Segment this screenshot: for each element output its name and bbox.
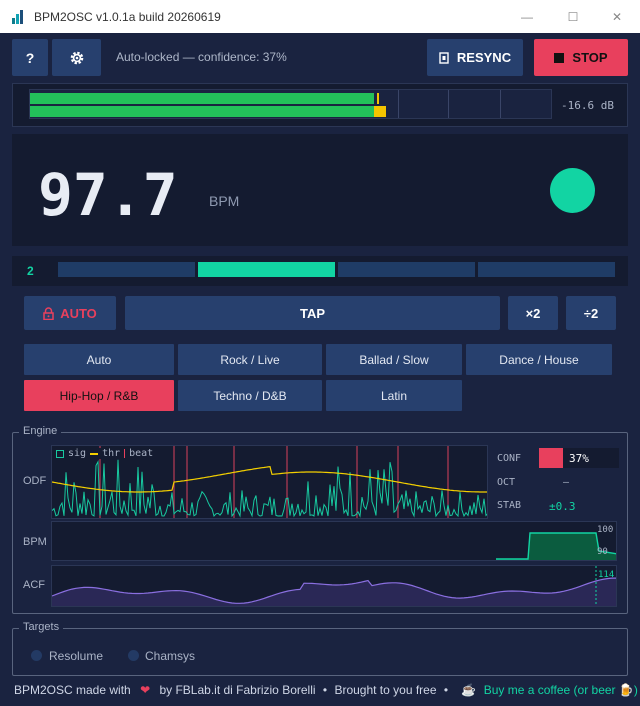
help-button[interactable]: ? bbox=[12, 39, 48, 76]
odf-plot: sig thr beat bbox=[51, 445, 488, 519]
stop-label: STOP bbox=[572, 50, 608, 65]
bpm-history-plot: 100 90 bbox=[51, 521, 617, 561]
half-label: ÷2 bbox=[583, 305, 599, 321]
app-icon bbox=[12, 9, 23, 24]
footer-separator-1: • bbox=[322, 683, 328, 697]
oct-value: — bbox=[563, 477, 570, 488]
sig-swatch bbox=[56, 449, 64, 458]
beat-segment-1 bbox=[58, 262, 195, 277]
level-meter-panel: -16.6 dB bbox=[12, 83, 628, 127]
window-title: BPM2OSC v1.0.1a build 20260619 bbox=[34, 9, 221, 24]
beat-position-bar: 2 bbox=[12, 256, 628, 286]
acf-label: ACF bbox=[23, 579, 45, 591]
target-chamsys-label[interactable]: Chamsys bbox=[145, 649, 196, 663]
title-bar: BPM2OSC v1.0.1a build 20260619 — ☐ ✕ bbox=[0, 0, 640, 33]
resync-button[interactable]: RESYNC bbox=[427, 39, 523, 76]
acf-graph bbox=[52, 566, 616, 606]
genre-dance-house[interactable]: Dance / House bbox=[466, 344, 612, 375]
engine-panel: Engine ODF sig thr beat CONF 37% OCT — S… bbox=[12, 425, 628, 614]
acf-plot: 114 bbox=[51, 565, 617, 607]
tap-button[interactable]: TAP bbox=[125, 296, 500, 330]
footer-by[interactable]: by FBLab.it di Fabrizio Borelli bbox=[159, 683, 316, 697]
auto-label: AUTO bbox=[60, 305, 97, 321]
beat-indicator bbox=[550, 168, 595, 213]
bpm-axis-top: 100 bbox=[597, 525, 614, 535]
targets-title: Targets bbox=[19, 621, 64, 633]
peak-marker bbox=[377, 93, 379, 104]
auto-lock-button[interactable]: AUTO bbox=[24, 296, 116, 330]
bpm-row-label: BPM bbox=[23, 536, 47, 548]
targets-panel: Targets Resolume Chamsys bbox=[12, 621, 628, 676]
tap-label: TAP bbox=[299, 305, 326, 321]
stab-label: STAB bbox=[497, 500, 522, 511]
bpm-unit: BPM bbox=[209, 193, 240, 209]
genre-rock-live[interactable]: Rock / Live bbox=[178, 344, 322, 375]
conf-fill bbox=[539, 448, 563, 468]
close-button[interactable]: ✕ bbox=[611, 9, 623, 24]
beat-swatch bbox=[124, 449, 126, 458]
beat-segment-4 bbox=[478, 262, 615, 277]
footer-brought: Brought to you free bbox=[334, 683, 437, 697]
footer-separator-2: • bbox=[443, 683, 449, 697]
bpm-display: 97.7 BPM bbox=[12, 134, 628, 246]
genre-auto[interactable]: Auto bbox=[24, 344, 174, 375]
genre-hiphop-rnb[interactable]: Hip-Hop / R&B bbox=[24, 380, 174, 411]
buy-coffee-link[interactable]: Buy me a coffee (or beer 🍺) bbox=[483, 683, 638, 697]
status-text: Auto-locked — confidence: 37% bbox=[116, 50, 287, 64]
oct-label: OCT bbox=[497, 477, 516, 488]
genre-techno-dnb[interactable]: Techno / D&B bbox=[178, 380, 322, 411]
level-bar-top bbox=[30, 93, 374, 104]
legend-beat: beat bbox=[129, 448, 154, 459]
beat-number: 2 bbox=[27, 264, 34, 278]
target-resolume-radio[interactable] bbox=[31, 650, 42, 661]
peak-indicator bbox=[374, 106, 386, 117]
stab-value: ±0.3 bbox=[549, 500, 576, 513]
beat-segment-3 bbox=[338, 262, 475, 277]
lock-icon bbox=[43, 306, 54, 320]
help-label: ? bbox=[25, 49, 35, 66]
double-label: ×2 bbox=[525, 305, 541, 321]
double-tempo-button[interactable]: ×2 bbox=[508, 296, 558, 330]
genre-latin[interactable]: Latin bbox=[326, 380, 462, 411]
footer-made-with: BPM2OSC made with bbox=[14, 683, 131, 697]
beat-segment-2 bbox=[198, 262, 335, 277]
bpm-history-graph bbox=[496, 532, 616, 560]
stop-icon bbox=[554, 52, 565, 63]
toolbar: ? Auto-locked — confidence: 37% RESYNC S… bbox=[12, 39, 628, 77]
maximize-button[interactable]: ☐ bbox=[567, 9, 579, 24]
resync-label: RESYNC bbox=[456, 50, 512, 65]
odf-graph bbox=[52, 446, 487, 518]
odf-label: ODF bbox=[23, 475, 47, 487]
bpm-axis-bottom: 90 bbox=[597, 547, 608, 557]
settings-button[interactable] bbox=[52, 39, 101, 76]
sync-icon bbox=[439, 51, 449, 64]
stop-button[interactable]: STOP bbox=[534, 39, 628, 76]
thr-swatch bbox=[90, 452, 99, 455]
level-meter bbox=[29, 89, 552, 119]
conf-value: 37% bbox=[569, 452, 589, 465]
odf-legend: sig thr beat bbox=[56, 448, 154, 459]
conf-label: CONF bbox=[497, 453, 522, 464]
legend-sig: sig bbox=[68, 448, 87, 459]
coffee-icon: ☕ bbox=[461, 683, 477, 697]
minimize-button[interactable]: — bbox=[521, 9, 533, 24]
heart-icon: ❤ bbox=[140, 683, 151, 697]
target-chamsys-radio[interactable] bbox=[128, 650, 139, 661]
conf-meter: 37% bbox=[539, 448, 619, 468]
bpm-value: 97.7 bbox=[38, 161, 178, 229]
gear-icon bbox=[70, 51, 83, 64]
target-resolume-label[interactable]: Resolume bbox=[49, 649, 104, 663]
half-tempo-button[interactable]: ÷2 bbox=[566, 296, 616, 330]
engine-title: Engine bbox=[19, 425, 62, 437]
level-db-readout: -16.6 dB bbox=[561, 99, 614, 112]
footer: BPM2OSC made with ❤ by FBLab.it di Fabri… bbox=[14, 683, 638, 697]
level-bar-bottom bbox=[30, 106, 374, 117]
acf-peak-marker: 114 bbox=[598, 570, 615, 580]
genre-ballad-slow[interactable]: Ballad / Slow bbox=[326, 344, 462, 375]
legend-thr: thr bbox=[102, 448, 121, 459]
